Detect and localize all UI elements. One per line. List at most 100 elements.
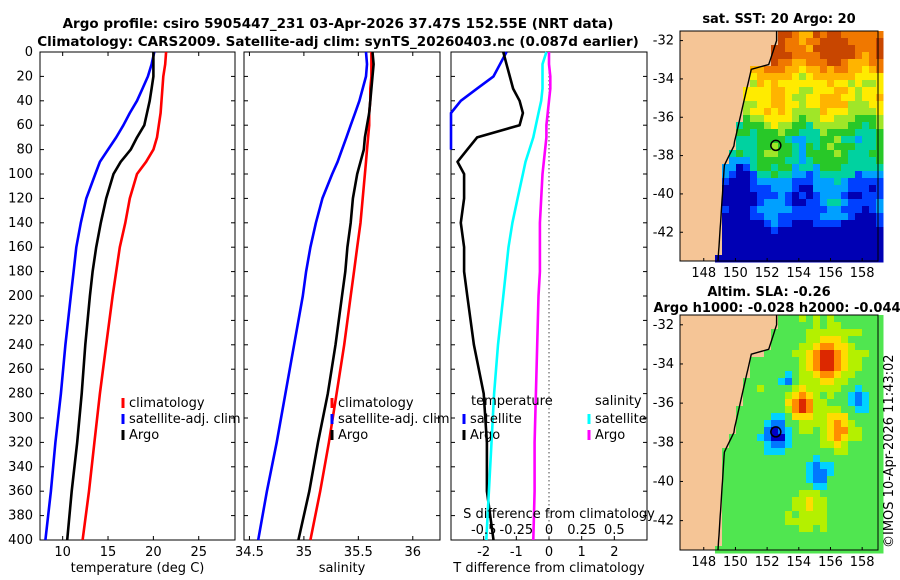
map-cell [855,329,863,337]
map-cell [820,206,828,214]
map-cell [722,178,730,186]
map-cell [743,150,751,158]
map-cell [778,336,786,344]
map-cell [757,490,765,498]
map-cell [848,38,856,46]
map-cell [771,94,779,102]
map-cell [778,441,786,449]
map-cell [862,101,870,109]
map-cell [813,213,821,221]
map-cell [841,462,849,470]
map-cell [869,227,877,235]
map-cell [778,350,786,358]
map-cell [750,504,758,512]
map-cell [855,483,863,491]
map-cell [862,87,870,95]
map-cell [771,227,779,235]
map-cell [771,220,779,228]
map-cell [869,101,877,109]
map-cell [778,213,786,221]
map-cell [820,490,828,498]
map-cell [841,455,849,463]
map-cell [729,248,737,256]
map-cell [771,392,779,400]
map-cell [820,469,828,477]
map-cell [799,122,807,130]
map-cell [757,511,765,519]
map-cell [869,45,877,53]
map-cell [841,108,849,116]
map-cell [771,213,779,221]
map-cell [806,385,814,393]
map-cell [785,322,793,330]
map-cell [778,199,786,207]
map-cell [834,136,842,144]
map-cell [736,483,744,491]
map-cell [785,241,793,249]
sst_map-x-tick-label: 156 [818,266,843,281]
map-cell [841,178,849,186]
map-cell [771,115,779,123]
map-cell [862,143,870,151]
map-cell [792,213,800,221]
map-cell [736,143,744,151]
map-cell [771,185,779,193]
map-cell [764,518,772,526]
map-cell [869,87,877,95]
salinity-series-satellite-adj-clim [256,51,369,541]
map-cell [848,115,856,123]
map-cell [771,406,779,414]
map-cell [855,441,863,449]
map-cell [827,385,835,393]
map-cell [722,164,730,172]
map-cell [792,87,800,95]
map-cell [785,192,793,200]
map-cell [729,241,737,249]
map-cell [729,220,737,228]
map-cell [764,490,772,498]
map-cell [785,448,793,456]
map-cell [862,434,870,442]
map-cell [764,406,772,414]
map-cell [743,122,751,130]
map-cell [799,385,807,393]
map-cell [862,150,870,158]
map-cell [876,129,884,137]
sla_map-x-tick-label: 150 [723,555,748,570]
map-cell [736,206,744,214]
map-cell [799,336,807,344]
map-cell [757,385,765,393]
map-cell [869,38,877,46]
map-cell [799,476,807,484]
map-cell [806,504,814,512]
map-cell [722,171,730,179]
map-cell [806,122,814,130]
map-cell [785,532,793,540]
map-cell [757,525,765,533]
map-cell [813,59,821,67]
map-cell [834,462,842,470]
map-cell [869,336,877,344]
map-cell [771,385,779,393]
map-cell [722,462,730,470]
map-cell [736,406,744,414]
map-cell [820,336,828,344]
temperature-x-tick-label: 25 [190,545,207,560]
map-cell [722,199,730,207]
map-cell [806,150,814,158]
map-cell [827,371,835,379]
map-cell [799,427,807,435]
map-cell [764,185,772,193]
map-cell [813,315,821,323]
map-cell [792,329,800,337]
map-cell [757,178,765,186]
map-cell [827,122,835,130]
map-cell [827,483,835,491]
map-cell [876,413,884,421]
map-cell [729,234,737,242]
map-cell [827,378,835,386]
map-cell [855,385,863,393]
map-cell [813,185,821,193]
map-cell [743,420,751,428]
